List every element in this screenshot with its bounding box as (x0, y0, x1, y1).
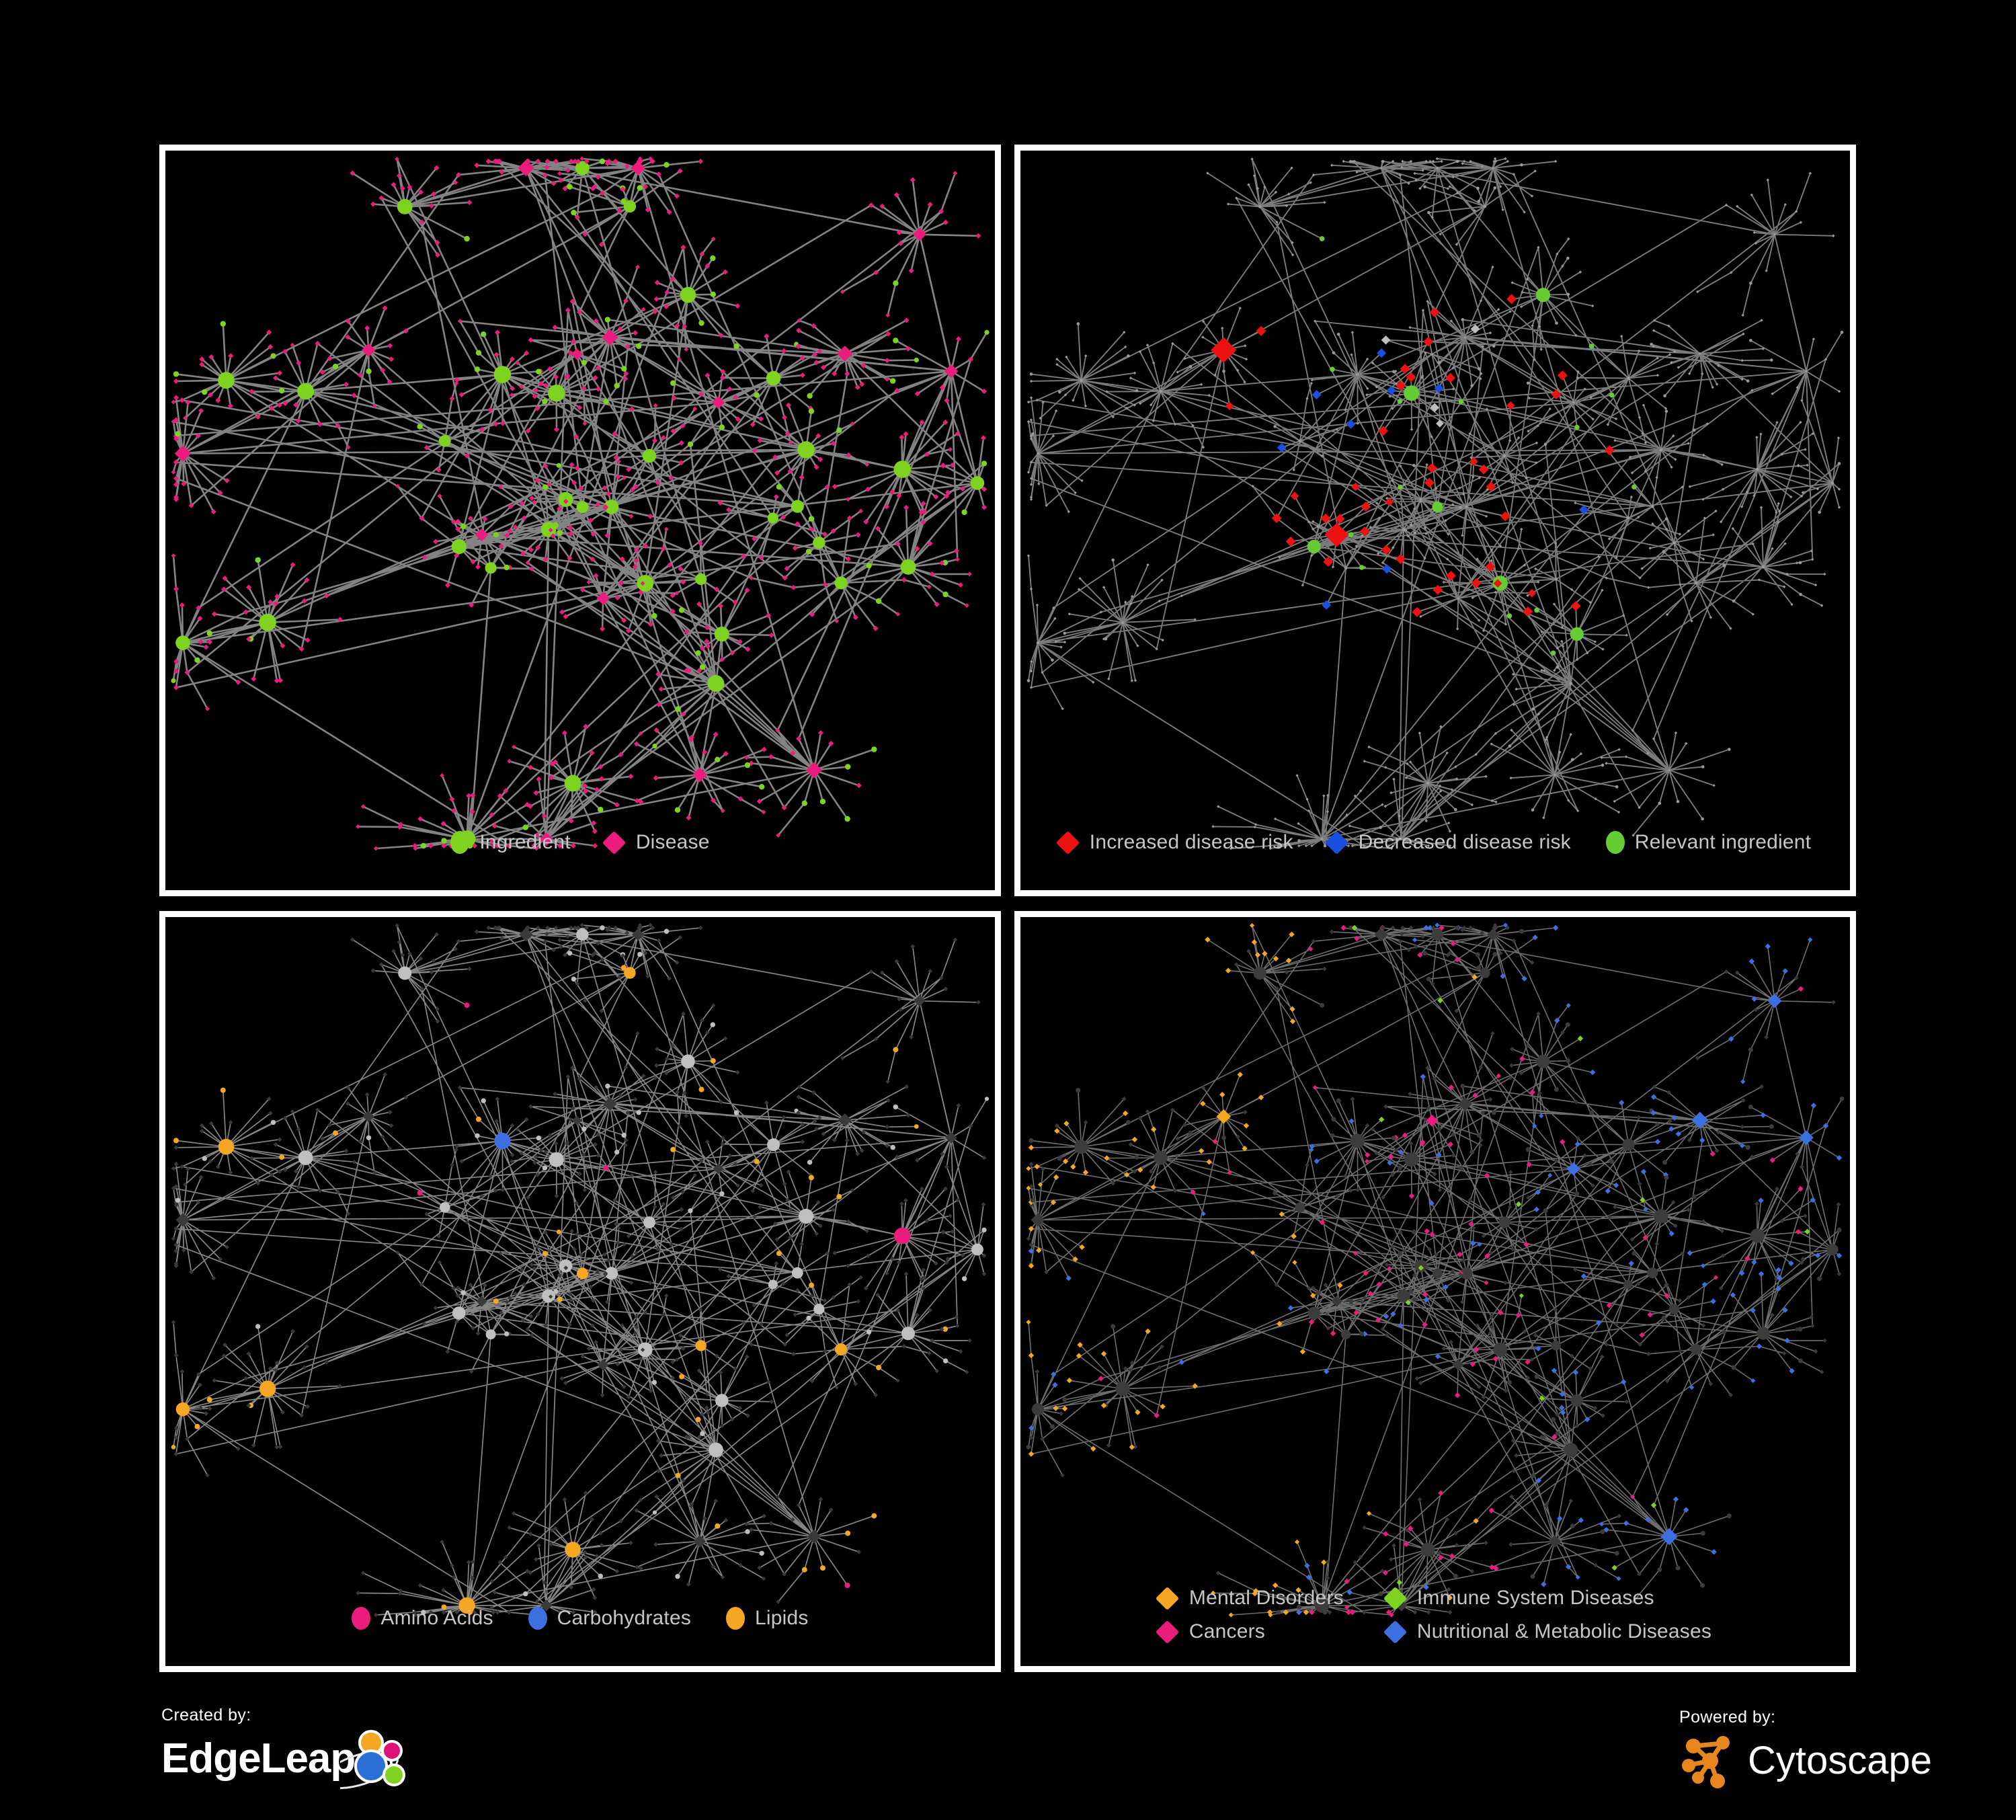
cytoscape-logo-row: Cytoscape (1679, 1730, 1932, 1792)
network-canvas-2[interactable] (1020, 151, 1850, 890)
edgeleap-logo-row: EdgeLeap (161, 1728, 414, 1790)
panel-ingredient-disease[interactable]: Ingredient Disease (159, 145, 1001, 896)
panel-disease-risk[interactable]: Increased disease risk Decreased disease… (1014, 145, 1856, 896)
cytoscape-branding: Powered by: (1679, 1708, 1932, 1792)
edgeleap-wordmark: EdgeLeap (161, 1735, 356, 1782)
footer-branding: Created by: EdgeLeap (0, 1675, 2016, 1820)
network-canvas-3[interactable] (165, 917, 995, 1666)
edgeleap-branding: Created by: EdgeLeap (161, 1706, 414, 1790)
cytoscape-wordmark: Cytoscape (1748, 1739, 1933, 1782)
panel-disease-class[interactable]: Mental Disorders Immune System Diseases … (1014, 911, 1856, 1672)
powered-by-label: Powered by: (1679, 1708, 1776, 1727)
network-canvas-4[interactable] (1020, 917, 1850, 1666)
panel-grid: Ingredient Disease Increased disease ris… (159, 145, 1856, 1672)
cytoscape-network-icon (1679, 1730, 1741, 1792)
created-by-label: Created by: (161, 1706, 251, 1725)
network-canvas-1[interactable] (165, 151, 995, 890)
edgeleap-network-icon (340, 1728, 414, 1790)
panel-ingredient-class[interactable]: Amino Acids Carbohydrates Lipids (159, 911, 1001, 1672)
